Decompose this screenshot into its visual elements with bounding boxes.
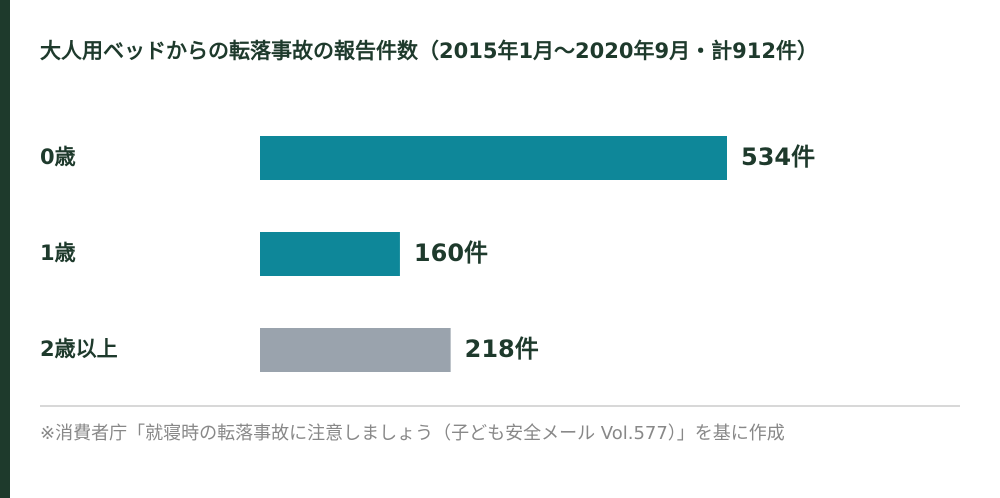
category-label: 2歳以上 xyxy=(40,337,118,361)
bar xyxy=(260,328,451,372)
value-label: 534件 xyxy=(741,143,815,171)
chart-title: 大人用ベッドからの転落事故の報告件数（2015年1月～2020年9月・計912件… xyxy=(40,39,818,63)
source-note: ※消費者庁「就寝時の転落事故に注意しましょう（子ども安全メール Vol.577）… xyxy=(40,423,785,444)
side-strip xyxy=(0,0,10,498)
value-label: 160件 xyxy=(414,239,488,267)
category-label: 0歳 xyxy=(40,145,76,169)
bar xyxy=(260,136,727,180)
category-label: 1歳 xyxy=(40,241,76,265)
bar xyxy=(260,232,400,276)
value-label: 218件 xyxy=(465,335,539,363)
